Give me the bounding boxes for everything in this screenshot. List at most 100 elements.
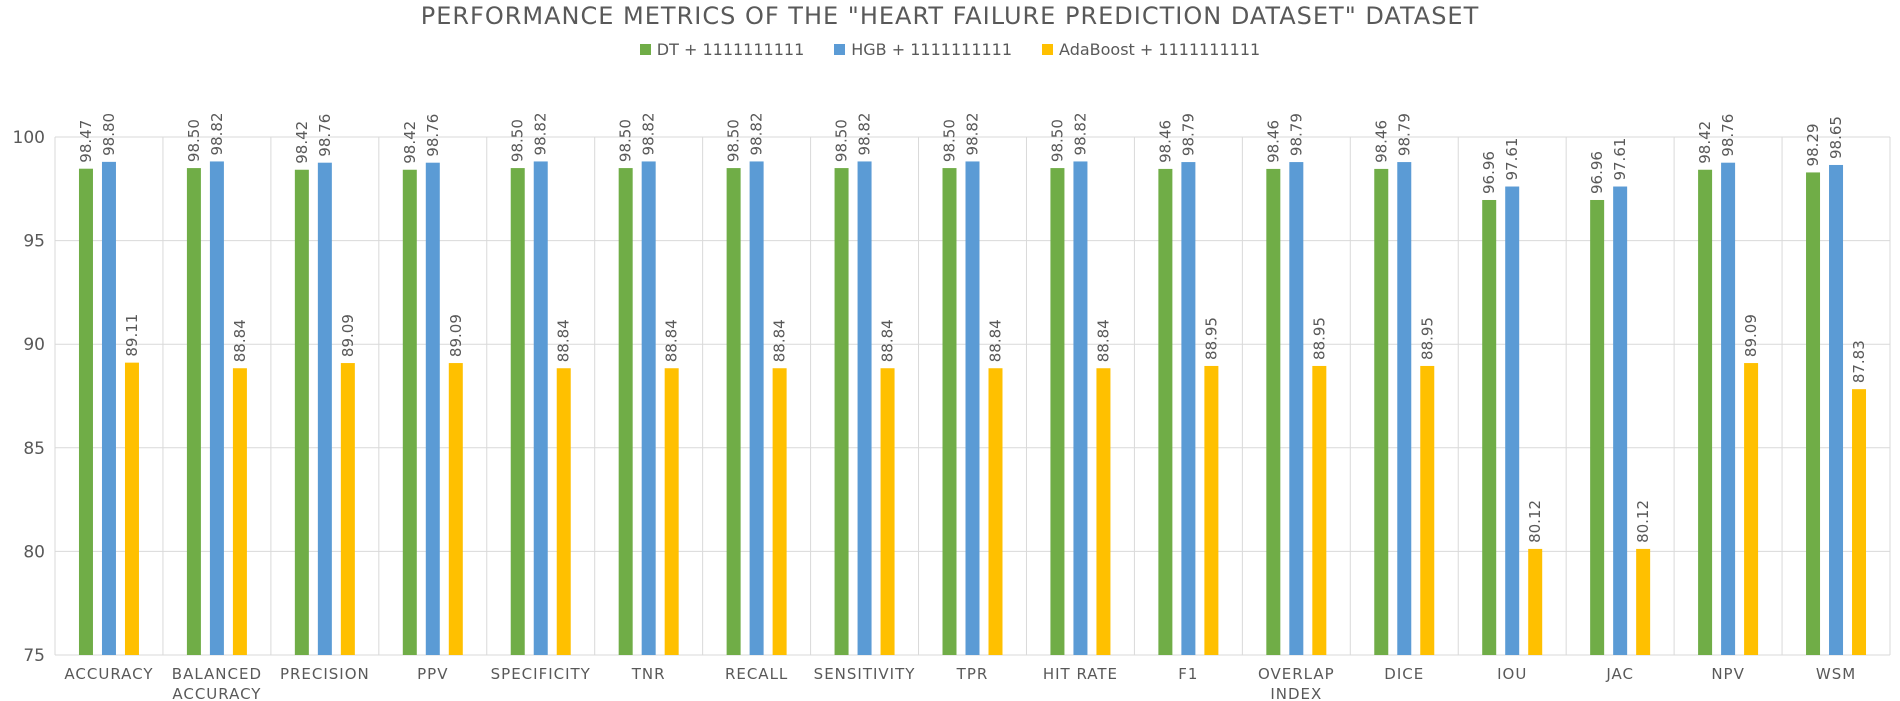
x-tick-label-line: F1 bbox=[1178, 665, 1198, 683]
data-label: 98.82 bbox=[964, 112, 982, 155]
x-tick-label-line: RECALL bbox=[725, 665, 788, 683]
bar-1-7 bbox=[857, 161, 872, 656]
bar-2-2 bbox=[340, 363, 355, 655]
bar-0-11 bbox=[1266, 168, 1281, 655]
bar-1-5 bbox=[641, 161, 656, 656]
x-tick-label: PPV bbox=[417, 665, 448, 683]
bar-0-6 bbox=[726, 168, 741, 655]
bar-2-5 bbox=[664, 368, 679, 655]
legend-swatch-hgb bbox=[834, 44, 846, 55]
data-label: 98.80 bbox=[100, 113, 118, 156]
data-label: 98.42 bbox=[293, 121, 311, 164]
x-tick-label-line: BALANCED bbox=[172, 665, 262, 683]
data-label: 80.12 bbox=[1526, 500, 1544, 543]
legend-swatch-adaboost bbox=[1042, 44, 1054, 55]
x-tick-label-line: TPR bbox=[956, 665, 989, 683]
bar-0-8 bbox=[942, 168, 957, 655]
data-label: 98.46 bbox=[1264, 120, 1282, 163]
x-tick-label-line: INDEX bbox=[1270, 685, 1322, 701]
x-tick-label-line: JAC bbox=[1605, 665, 1634, 683]
bar-0-9 bbox=[1050, 168, 1065, 655]
bar-2-9 bbox=[1096, 368, 1111, 655]
bar-2-14 bbox=[1636, 548, 1651, 655]
data-label: 98.82 bbox=[640, 112, 658, 155]
data-label: 98.79 bbox=[1287, 113, 1305, 156]
data-label: 88.84 bbox=[231, 319, 249, 362]
data-label: 88.84 bbox=[555, 319, 573, 362]
legend-item-adaboost: AdaBoost + 1111111111 bbox=[1042, 40, 1260, 59]
legend-item-hgb: HGB + 1111111111 bbox=[834, 40, 1012, 59]
bar-0-7 bbox=[834, 168, 849, 655]
bar-1-15 bbox=[1721, 162, 1736, 655]
x-tick-label: HIT RATE bbox=[1043, 665, 1118, 683]
bar-0-2 bbox=[294, 169, 309, 655]
x-tick-label: JAC bbox=[1605, 665, 1634, 683]
data-label: 88.84 bbox=[663, 319, 681, 362]
y-tick-label: 80 bbox=[23, 542, 45, 562]
bar-1-11 bbox=[1289, 162, 1304, 655]
data-label: 98.82 bbox=[856, 112, 874, 155]
bar-2-0 bbox=[124, 362, 139, 655]
data-label: 98.82 bbox=[532, 112, 550, 155]
x-tick-label: WSM bbox=[1816, 665, 1856, 683]
data-label: 88.95 bbox=[1310, 317, 1328, 360]
data-label: 98.82 bbox=[748, 112, 766, 155]
legend-item-dt: DT + 1111111111 bbox=[639, 40, 805, 59]
bar-2-3 bbox=[448, 363, 463, 655]
bar-2-10 bbox=[1204, 365, 1219, 655]
x-tick-label: OVERLAP INDEX bbox=[1258, 665, 1335, 701]
bar-0-14 bbox=[1590, 199, 1605, 655]
bar-0-0 bbox=[78, 168, 93, 655]
x-tick-label-line: HIT RATE bbox=[1043, 665, 1118, 683]
legend: DT + 1111111111 HGB + 1111111111 AdaBoos… bbox=[0, 40, 1900, 59]
data-label: 88.95 bbox=[1202, 317, 1220, 360]
x-tick-label: BALANCED ACCURACY bbox=[172, 665, 262, 701]
x-tick-label: IOU bbox=[1497, 665, 1527, 683]
bar-0-5 bbox=[618, 168, 633, 655]
data-label: 96.96 bbox=[1480, 151, 1498, 194]
bar-2-12 bbox=[1420, 365, 1435, 655]
x-tick-label-line: WSM bbox=[1816, 665, 1856, 683]
data-label: 98.29 bbox=[1804, 123, 1822, 166]
x-tick-label-line: ACCURACY bbox=[172, 685, 261, 701]
x-tick-label-line: SENSITIVITY bbox=[814, 665, 916, 683]
data-label: 98.50 bbox=[833, 119, 851, 162]
bar-1-9 bbox=[1073, 161, 1088, 656]
legend-label-dt: DT + 1111111111 bbox=[656, 40, 805, 59]
bar-0-12 bbox=[1374, 168, 1389, 655]
bar-2-15 bbox=[1744, 363, 1759, 655]
x-tick-label: TPR bbox=[956, 665, 989, 683]
bar-1-13 bbox=[1505, 186, 1520, 655]
x-tick-label: NPV bbox=[1711, 665, 1745, 683]
data-label: 88.84 bbox=[879, 319, 897, 362]
bar-2-6 bbox=[772, 368, 787, 655]
x-tick-label-line: DICE bbox=[1384, 665, 1424, 683]
data-label: 88.84 bbox=[771, 319, 789, 362]
x-tick-label: TNR bbox=[631, 665, 666, 683]
data-label: 98.46 bbox=[1156, 120, 1174, 163]
data-label: 98.46 bbox=[1372, 120, 1390, 163]
x-tick-label: SPECIFICITY bbox=[491, 665, 591, 683]
x-tick-label: SENSITIVITY bbox=[814, 665, 916, 683]
bar-2-11 bbox=[1312, 365, 1327, 655]
bar-1-12 bbox=[1397, 162, 1412, 655]
data-label: 98.50 bbox=[617, 119, 635, 162]
legend-label-hgb: HGB + 1111111111 bbox=[851, 40, 1013, 59]
x-tick-label: DICE bbox=[1384, 665, 1424, 683]
data-label: 98.50 bbox=[725, 119, 743, 162]
bar-1-0 bbox=[101, 161, 116, 655]
bar-0-13 bbox=[1482, 199, 1497, 655]
data-label: 98.79 bbox=[1179, 113, 1197, 156]
data-label: 89.09 bbox=[339, 314, 357, 357]
data-label: 97.61 bbox=[1503, 138, 1521, 181]
bar-0-4 bbox=[510, 168, 525, 655]
data-label: 96.96 bbox=[1588, 151, 1606, 194]
bar-1-2 bbox=[317, 162, 332, 655]
x-tick-label-line: ACCURACY bbox=[64, 665, 153, 683]
x-tick-label-line: OVERLAP bbox=[1258, 665, 1335, 683]
data-label: 89.09 bbox=[1742, 314, 1760, 357]
data-label: 98.50 bbox=[509, 119, 527, 162]
bar-1-6 bbox=[749, 161, 764, 656]
